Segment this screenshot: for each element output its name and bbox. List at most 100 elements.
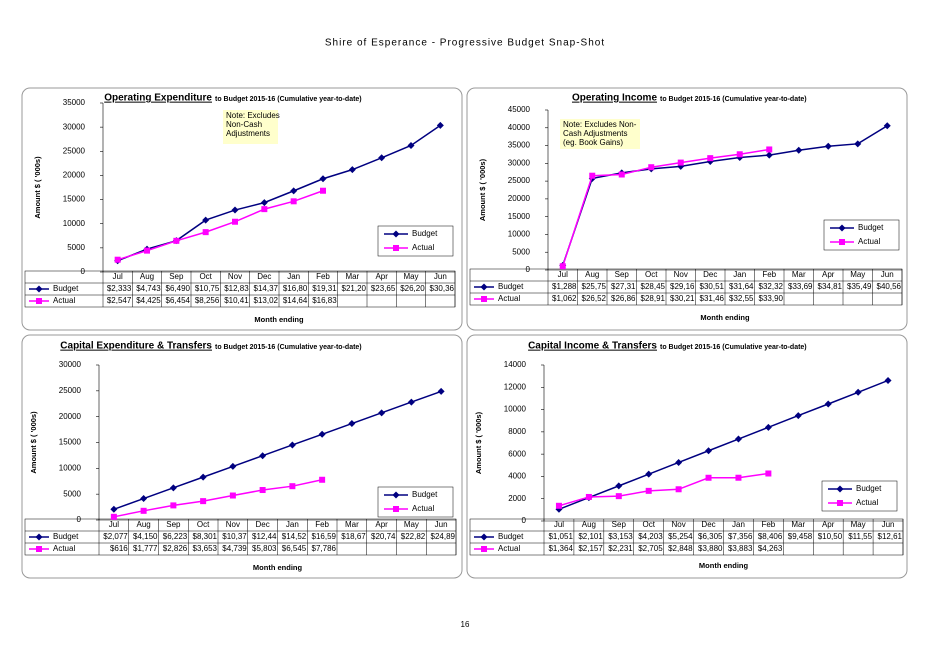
data-label: $35,49 (847, 282, 872, 291)
data-label: $16,83 (312, 296, 337, 305)
x-tick-label: Nov (228, 272, 242, 281)
note: (eg. Book Gains) (563, 138, 623, 147)
marker (794, 412, 802, 420)
x-tick-label: Jan (287, 272, 300, 281)
data-label: $3,153 (608, 532, 633, 541)
y-tick-label: 15000 (59, 438, 82, 447)
legend-label: Actual (498, 544, 520, 553)
legend-label: Actual (498, 294, 520, 303)
chart-panel (21, 87, 463, 331)
series-line (113, 390, 442, 510)
data-label: $40,56 (877, 282, 902, 291)
data-label: $10,41 (224, 296, 249, 305)
marker (319, 476, 326, 483)
x-tick-label: Dec (703, 270, 717, 279)
marker (200, 498, 207, 505)
data-label: $21,20 (342, 284, 367, 293)
data-label: $31,46 (700, 294, 725, 303)
data-label: $34,81 (818, 282, 843, 291)
data-label: $10,50 (818, 532, 843, 541)
legend (821, 480, 898, 512)
marker (824, 142, 832, 150)
legend-label: Budget (498, 532, 524, 541)
marker (229, 492, 236, 499)
x-tick-label: Oct (199, 272, 212, 281)
series-line (562, 125, 888, 266)
y-tick-label: 25000 (59, 386, 82, 395)
data-label: $30,36 (430, 284, 455, 293)
legend-label: Actual (53, 296, 75, 305)
data-label: $14,52 (282, 532, 307, 541)
y-tick-label: 2000 (508, 494, 526, 503)
data-label: $32,55 (729, 294, 754, 303)
y-tick-label: 0 (81, 267, 86, 276)
marker (559, 263, 566, 270)
data-label: $1,051 (548, 532, 573, 541)
y-tick-label: 30000 (59, 360, 82, 369)
data-label: $8,406 (758, 532, 783, 541)
legend-label: Actual (412, 504, 434, 513)
data-label: $4,425 (136, 296, 161, 305)
data-label: $18,67 (341, 532, 366, 541)
data-label: $4,203 (638, 532, 663, 541)
y-tick-label: 10000 (59, 463, 82, 472)
marker (585, 493, 592, 500)
y-axis-label: Amount $ ( '000s) (478, 158, 487, 221)
marker (481, 546, 487, 552)
marker (319, 175, 327, 183)
chart-subtitle: to Budget 2015-16 (Cumulative year-to-da… (215, 344, 362, 351)
y-tick-label: 14000 (504, 360, 527, 369)
marker (481, 296, 487, 302)
y-tick-label: 35000 (508, 141, 531, 150)
x-tick-label: Mar (345, 520, 359, 529)
marker (202, 229, 209, 236)
y-tick-label: 20000 (63, 171, 86, 180)
x-tick-label: Jul (113, 272, 123, 281)
data-label: $13,02 (254, 296, 279, 305)
x-tick-label: Jun (881, 270, 894, 279)
data-label: $2,848 (668, 544, 693, 553)
x-tick-label: Nov (674, 270, 688, 279)
marker (736, 151, 743, 158)
y-tick-label: 8000 (508, 427, 526, 436)
y-tick-label: 20000 (59, 412, 82, 421)
data-label: $12,61 (878, 532, 903, 541)
chart-subtitle: to Budget 2015-16 (Cumulative year-to-da… (215, 96, 362, 103)
x-axis-label: Month ending (699, 561, 749, 570)
data-label: $1,062 (552, 294, 577, 303)
x-tick-label: Nov (226, 520, 240, 529)
data-label: $3,883 (728, 544, 753, 553)
marker (260, 199, 268, 207)
legend-label: Budget (412, 490, 438, 499)
marker (259, 487, 266, 494)
marker (734, 435, 742, 443)
data-label: $7,786 (312, 544, 337, 553)
x-tick-label: Jul (109, 520, 119, 529)
data-label: $20,74 (371, 532, 396, 541)
chart-panel (466, 87, 908, 331)
marker (795, 146, 803, 154)
marker (883, 122, 891, 130)
chart-title: Operating Income (572, 93, 657, 104)
marker (140, 507, 147, 514)
x-tick-label: Jun (435, 520, 448, 529)
data-label: $4,739 (222, 544, 247, 553)
data-label: $2,077 (103, 532, 128, 541)
data-label: $33,90 (759, 294, 784, 303)
marker (480, 283, 488, 291)
marker (114, 256, 121, 263)
marker (110, 513, 117, 520)
data-label: $6,490 (166, 284, 191, 293)
data-label: $19,31 (312, 284, 337, 293)
marker (675, 458, 683, 466)
marker (764, 423, 772, 431)
data-label: $3,653 (193, 544, 218, 553)
marker (348, 420, 356, 428)
y-tick-label: 45000 (508, 105, 531, 114)
marker (407, 141, 415, 149)
x-tick-label: Jan (732, 520, 745, 529)
y-axis-label: Amount $ ( '000s) (474, 411, 483, 474)
data-label: $26,52 (582, 294, 607, 303)
data-label: $9,458 (788, 532, 813, 541)
x-tick-label: Oct (642, 520, 655, 529)
